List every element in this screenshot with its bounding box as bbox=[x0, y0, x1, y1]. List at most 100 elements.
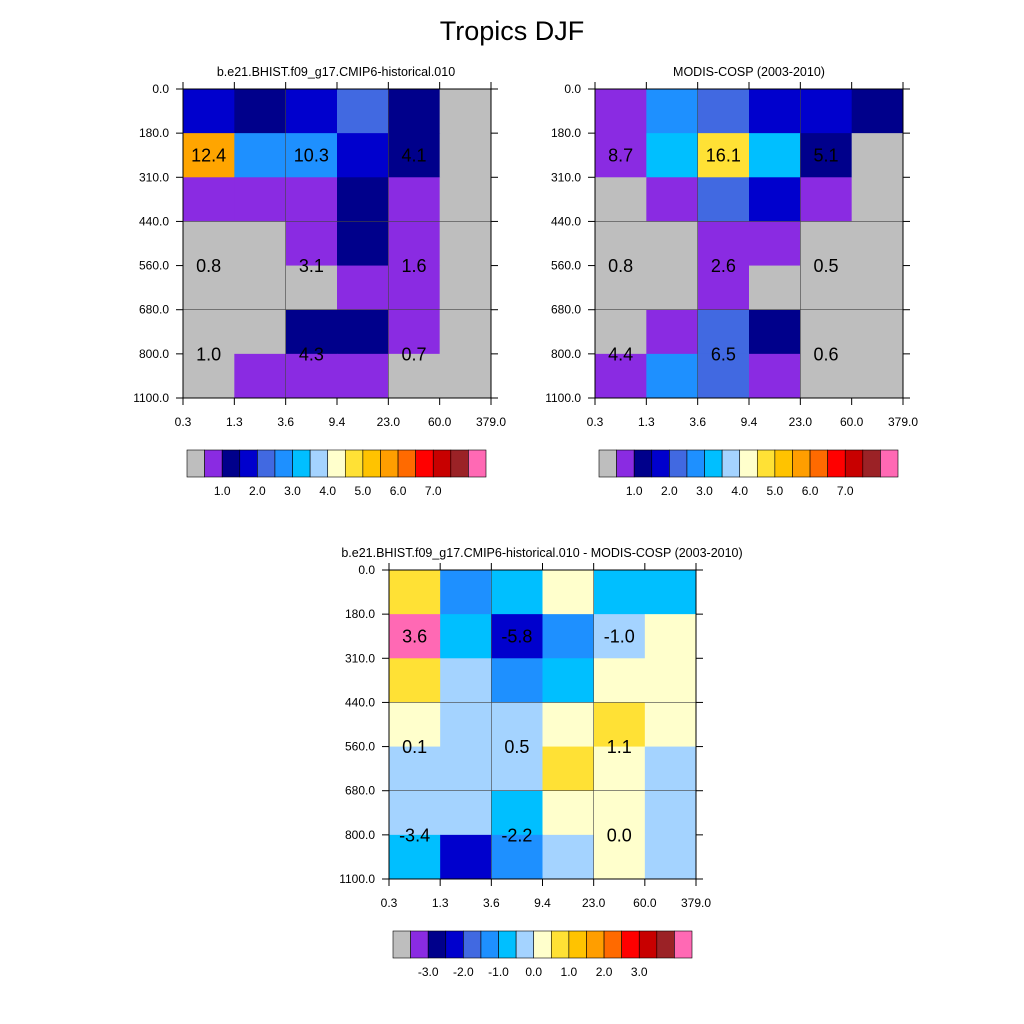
heatmap-cell bbox=[697, 221, 750, 267]
colorbar-swatch bbox=[468, 449, 487, 478]
colorbar-swatch bbox=[392, 930, 411, 959]
cell-value-label: 2.6 bbox=[711, 256, 736, 276]
heatmap-cell bbox=[440, 746, 492, 792]
heatmap-cell bbox=[388, 133, 441, 178]
colorbar-swatch bbox=[344, 449, 364, 478]
heatmap-panel-3: b.e21.BHIST.f09_g17.CMIP6-historical.010… bbox=[339, 546, 742, 979]
heatmap-cell bbox=[697, 353, 750, 399]
y-tick-label: 310.0 bbox=[551, 170, 581, 184]
colorbar-swatch bbox=[686, 449, 705, 478]
y-tick-label: 680.0 bbox=[551, 303, 581, 317]
colorbar-swatch bbox=[862, 449, 881, 478]
heatmap-cell bbox=[491, 614, 543, 659]
heatmap-cell bbox=[595, 133, 647, 178]
cell-value-label: 4.3 bbox=[299, 344, 324, 364]
heatmap-cell bbox=[851, 177, 904, 222]
colorbar-swatch bbox=[633, 449, 653, 478]
cell-value-label: 16.1 bbox=[706, 146, 741, 166]
heatmap-cell bbox=[697, 309, 750, 355]
heatmap-cell bbox=[183, 177, 235, 222]
heatmap-cell bbox=[389, 570, 441, 615]
panel-title: b.e21.BHIST.f09_g17.CMIP6-historical.010 bbox=[217, 65, 455, 79]
heatmap-cell bbox=[593, 658, 646, 703]
colorbar-swatch bbox=[257, 449, 276, 478]
heatmap-cell bbox=[800, 133, 853, 178]
heatmap-cell bbox=[388, 89, 441, 134]
colorbar-swatch bbox=[410, 930, 429, 959]
heatmap-cell bbox=[749, 265, 801, 311]
heatmap-cell bbox=[337, 265, 389, 311]
heatmap-cell bbox=[800, 177, 853, 222]
cell-value-label: 0.5 bbox=[813, 256, 838, 276]
colorbar-swatch bbox=[427, 930, 447, 959]
cell-value-label: -5.8 bbox=[501, 627, 532, 647]
x-tick-label: 1.3 bbox=[432, 896, 449, 910]
heatmap-cell bbox=[697, 89, 750, 134]
cell-value-label: 1.0 bbox=[196, 344, 221, 364]
heatmap-cell bbox=[439, 353, 492, 399]
heatmap-cell bbox=[234, 265, 287, 311]
heatmap-cell bbox=[491, 790, 543, 836]
colorbar-label: 2.0 bbox=[249, 484, 266, 498]
x-tick-label: 60.0 bbox=[428, 415, 452, 429]
heatmap-cell bbox=[389, 614, 441, 659]
y-tick-label: 440.0 bbox=[345, 695, 375, 709]
y-tick-label: 680.0 bbox=[139, 303, 169, 317]
colorbar-label: 4.0 bbox=[731, 484, 748, 498]
heatmap-cell bbox=[800, 353, 853, 399]
y-tick-label: 560.0 bbox=[345, 740, 375, 754]
heatmap-cell bbox=[285, 177, 338, 222]
cell-value-label: 4.1 bbox=[401, 146, 426, 166]
heatmap-cell bbox=[542, 702, 595, 748]
cell-value-label: 0.5 bbox=[504, 737, 529, 757]
heatmap-cell bbox=[388, 221, 441, 267]
colorbar-label: 1.0 bbox=[214, 484, 231, 498]
colorbar-swatch bbox=[586, 930, 605, 959]
colorbar-swatch bbox=[774, 449, 793, 478]
colorbar-label: 7.0 bbox=[837, 484, 854, 498]
heatmap-cell bbox=[388, 177, 441, 222]
colorbar-swatch bbox=[450, 449, 469, 478]
cell-value-label: 0.8 bbox=[608, 256, 633, 276]
colorbar-swatch bbox=[792, 449, 811, 478]
colorbar-swatch bbox=[616, 449, 635, 478]
heatmap-cell bbox=[439, 133, 492, 178]
colorbar-swatch bbox=[598, 449, 617, 478]
colorbar-swatch bbox=[704, 449, 723, 478]
heatmap-cell bbox=[542, 790, 595, 836]
heatmap-cell bbox=[337, 89, 389, 134]
y-tick-label: 800.0 bbox=[139, 347, 169, 361]
heatmap-cell bbox=[234, 177, 287, 222]
heatmap-cell bbox=[491, 746, 543, 792]
heatmap-cell bbox=[800, 265, 853, 311]
heatmap-cell bbox=[646, 133, 699, 178]
colorbar-swatch bbox=[656, 930, 675, 959]
heatmap-cell bbox=[851, 89, 904, 134]
heatmap-cell bbox=[595, 177, 647, 222]
heatmap-panel-2: MODIS-COSP (2003-2010) 0.3 1.3 3.6 9.4 23.0 60… bbox=[545, 65, 918, 498]
colorbar-label: 5.0 bbox=[355, 484, 372, 498]
cell-value-label: 0.8 bbox=[196, 256, 221, 276]
cell-value-label: 0.0 bbox=[607, 825, 632, 845]
heatmap-cell bbox=[389, 834, 441, 880]
colorbar-swatch bbox=[756, 449, 776, 478]
heatmap-cell bbox=[851, 265, 904, 311]
colorbar-label: -1.0 bbox=[488, 965, 509, 979]
heatmap-cell bbox=[697, 133, 750, 178]
heatmap-cell bbox=[595, 353, 647, 399]
heatmap-cell bbox=[285, 353, 338, 399]
colorbar-label: 5.0 bbox=[767, 484, 784, 498]
y-tick-label: 310.0 bbox=[139, 170, 169, 184]
heatmap-cell bbox=[183, 133, 235, 178]
x-tick-label: 23.0 bbox=[789, 415, 813, 429]
colorbar-swatch bbox=[533, 930, 552, 959]
x-tick-label: 1.3 bbox=[638, 415, 655, 429]
colorbar-swatch bbox=[844, 449, 864, 478]
heatmap-cell bbox=[234, 89, 287, 134]
heatmap-cell bbox=[285, 133, 338, 178]
y-tick-label: 800.0 bbox=[551, 347, 581, 361]
x-tick-label: 1.3 bbox=[226, 415, 243, 429]
y-tick-label: 310.0 bbox=[345, 651, 375, 665]
colorbar-swatch bbox=[186, 449, 205, 478]
x-tick-label: 379.0 bbox=[681, 896, 711, 910]
